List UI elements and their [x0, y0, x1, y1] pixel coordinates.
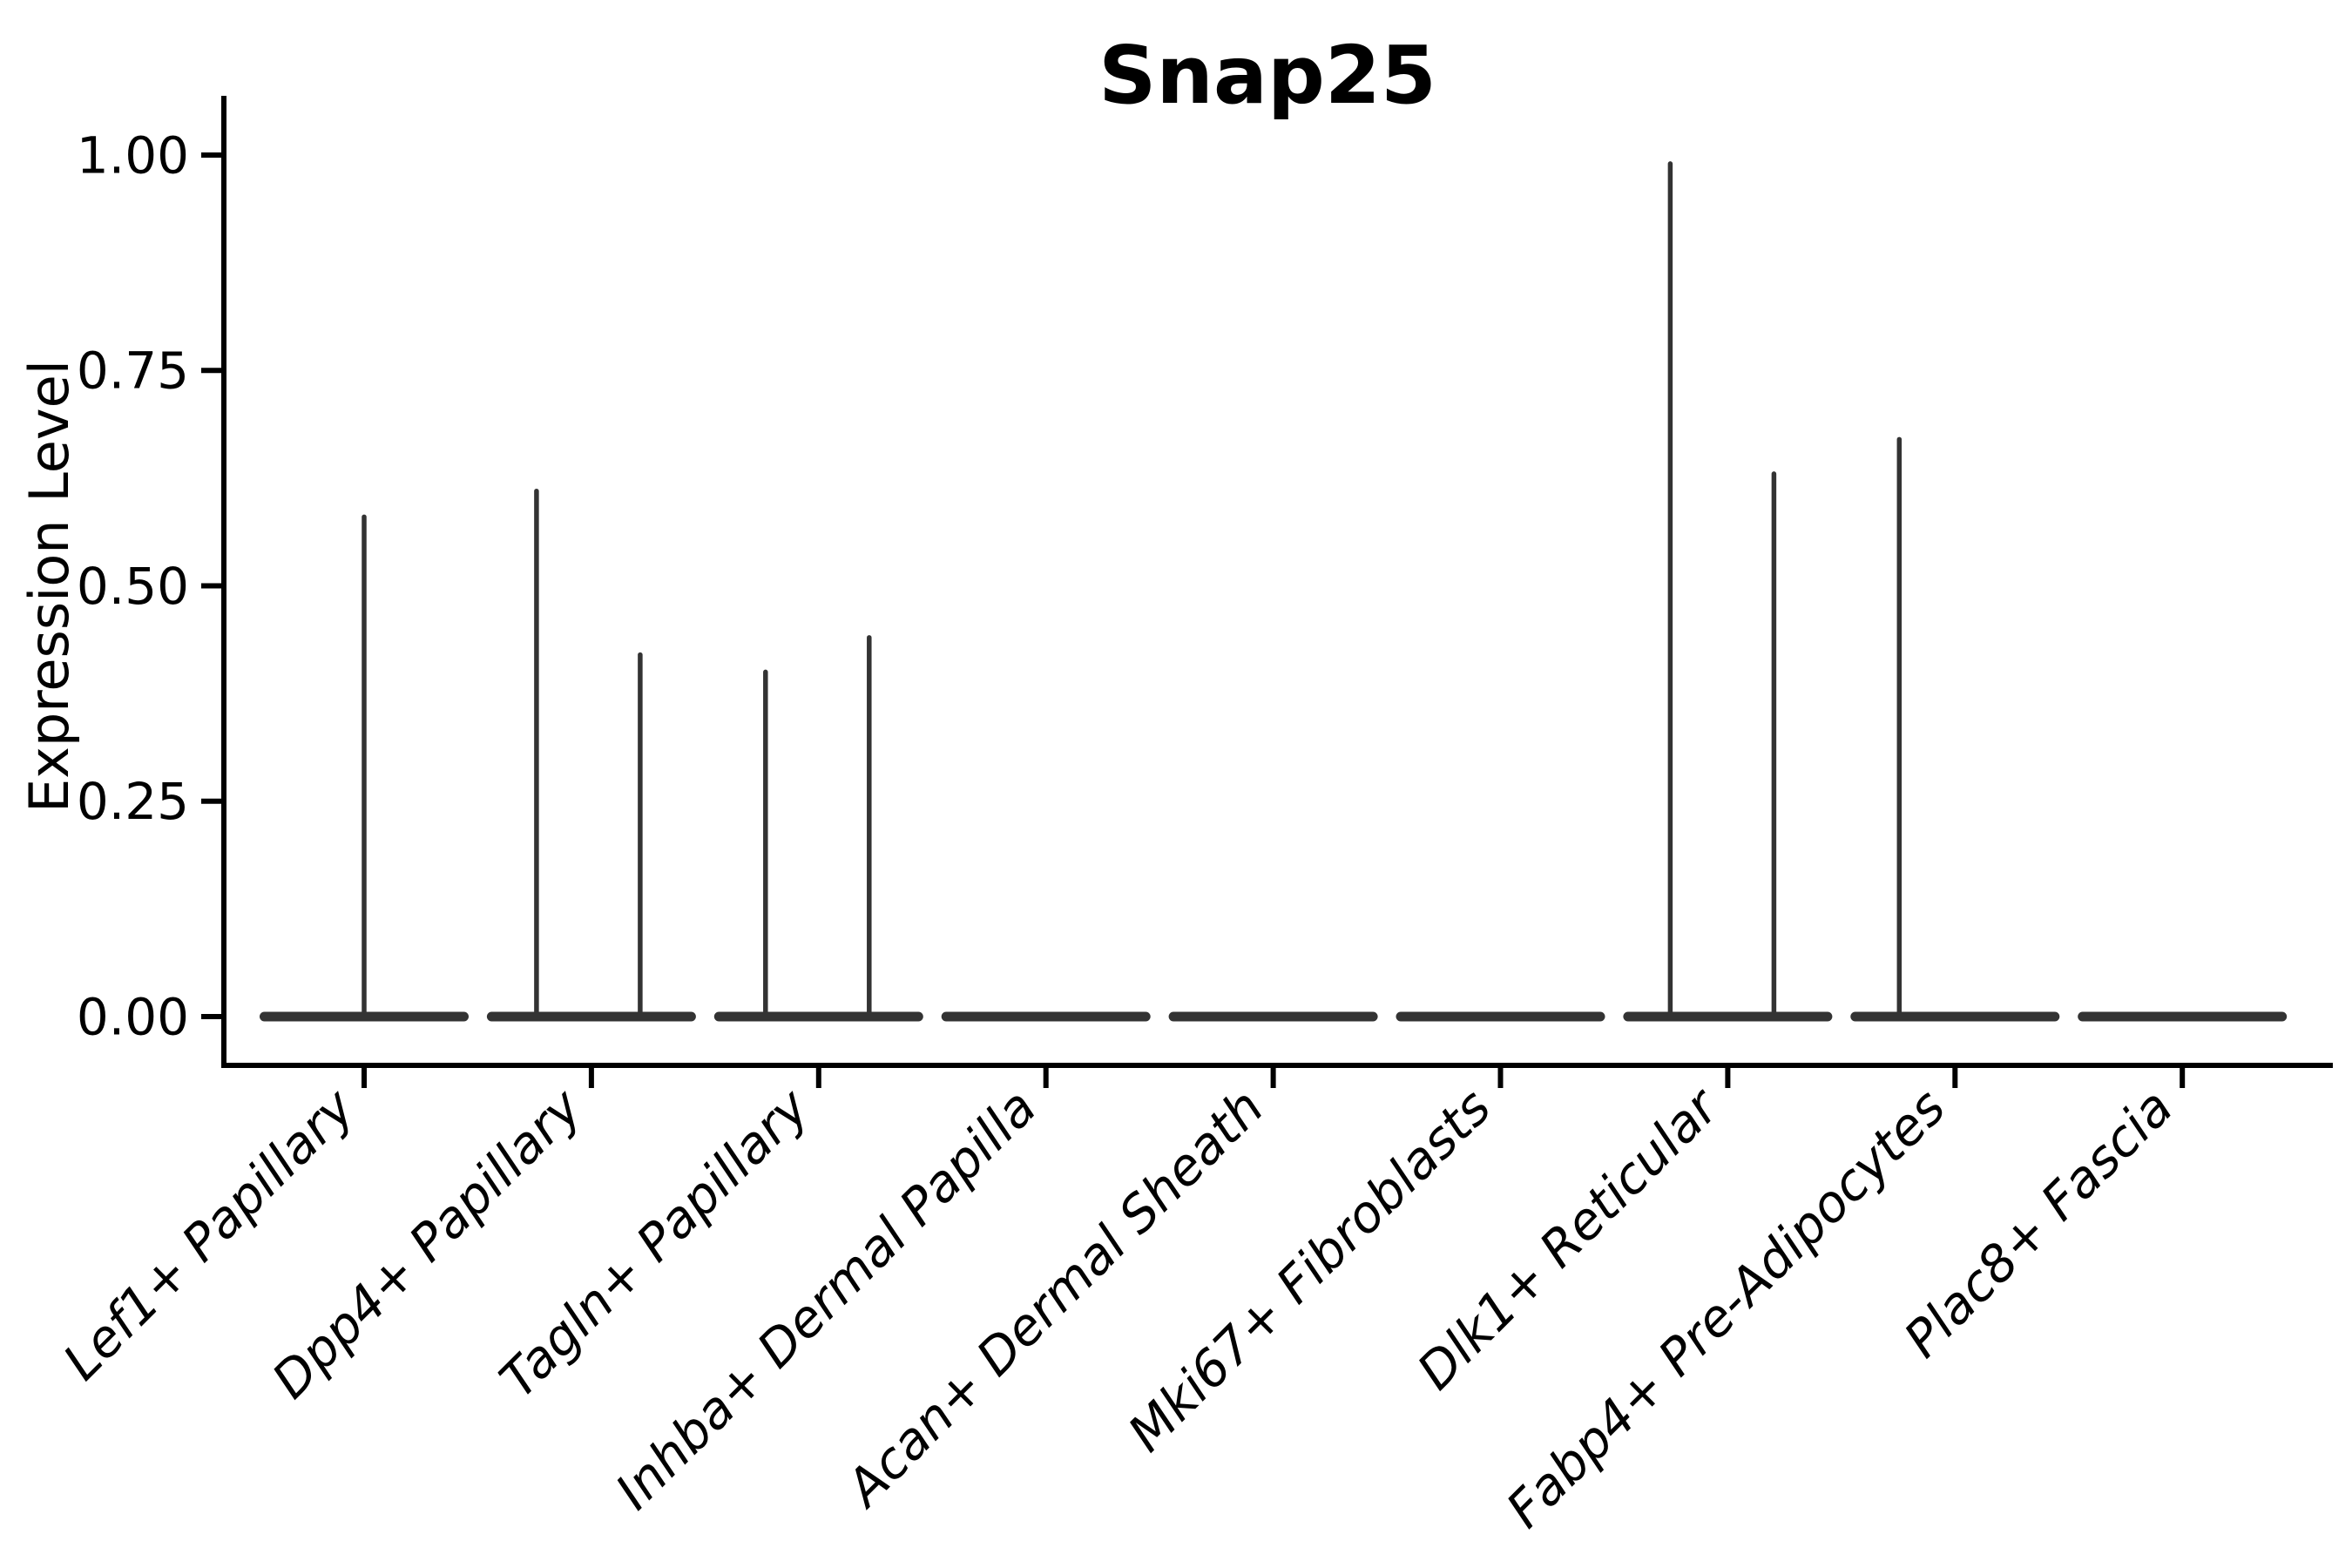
violin-base — [260, 1011, 469, 1022]
violin-base — [713, 1011, 923, 1022]
violin-base — [1396, 1011, 1605, 1022]
y-tick-label: 0.75 — [77, 341, 189, 401]
chart-title: Snap25 — [1098, 29, 1436, 122]
violin — [1168, 1011, 1378, 1022]
y-axis: 0.00 0.25 0.50 0.75 1.00 — [77, 125, 224, 1046]
violin — [1396, 1011, 1605, 1022]
violin — [486, 488, 696, 1022]
axis-spines — [221, 96, 2333, 1068]
violin-base — [2078, 1011, 2288, 1022]
violins-layer — [260, 161, 2288, 1022]
violin-base — [1850, 1011, 2060, 1022]
violin — [1850, 436, 2060, 1022]
violin — [2078, 1011, 2288, 1022]
violin — [1623, 161, 1833, 1022]
y-tick-label: 0.50 — [77, 557, 189, 616]
y-tick-label: 0.25 — [77, 772, 189, 831]
y-tick-label: 0.00 — [77, 987, 189, 1046]
violin-base — [941, 1011, 1151, 1022]
y-axis-title: Expression Level — [17, 360, 81, 813]
violin-base — [1623, 1011, 1833, 1022]
violin-base — [1168, 1011, 1378, 1022]
x-tick-label: Acan+ Dermal Sheath — [833, 1078, 1275, 1520]
violin — [713, 635, 923, 1022]
axis-spine — [221, 96, 2333, 1068]
x-tick-label: Inhba+ Dermal Papilla — [604, 1078, 1047, 1521]
y-tick-label: 1.00 — [77, 125, 189, 185]
x-tick-label: Fabp4+ Pre-Adipocytes — [1495, 1078, 1957, 1539]
violin — [941, 1011, 1151, 1022]
violin — [260, 514, 469, 1022]
violin-base — [486, 1011, 696, 1022]
